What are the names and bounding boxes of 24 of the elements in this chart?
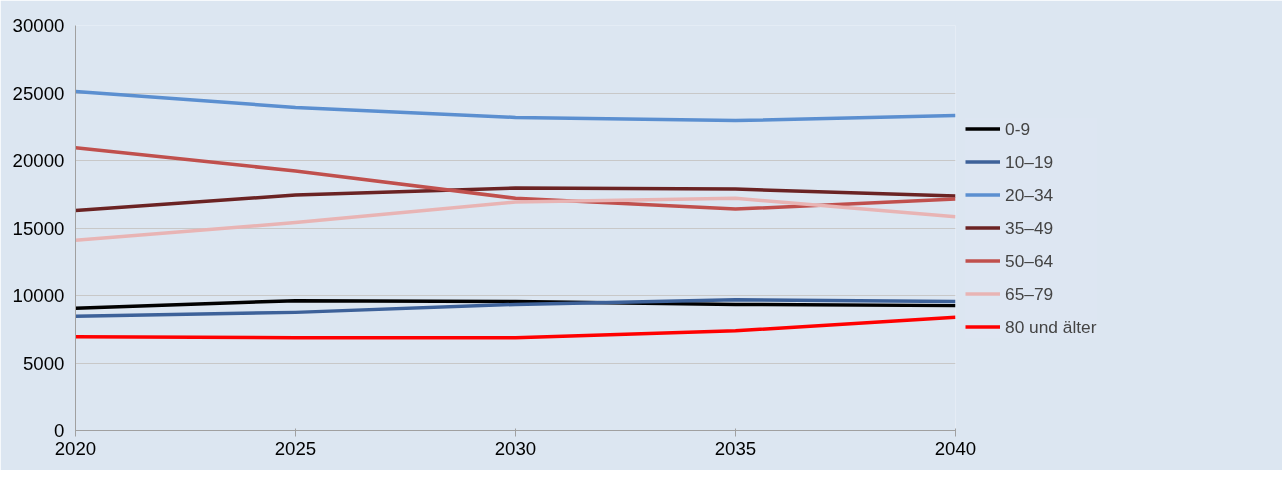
legend-label: 50–64 bbox=[1005, 250, 1054, 271]
line-series bbox=[75, 297, 956, 319]
y-tick-label: 10000 bbox=[12, 285, 65, 306]
legend-label: 20–34 bbox=[1005, 184, 1054, 205]
line-series bbox=[75, 89, 956, 123]
line-series bbox=[75, 298, 956, 311]
line-series bbox=[75, 315, 956, 340]
legend-label: 80 und älter bbox=[1005, 316, 1097, 337]
line-series bbox=[75, 145, 956, 211]
legend-label: 65–79 bbox=[1005, 283, 1054, 304]
legend-label: 35–49 bbox=[1005, 217, 1054, 238]
line-series bbox=[75, 196, 956, 242]
legend-label: 0-9 bbox=[1005, 118, 1031, 139]
y-tick-label: 15000 bbox=[12, 217, 65, 239]
x-tick-label: 2035 bbox=[714, 437, 757, 459]
legend-label: 10–19 bbox=[1005, 151, 1054, 172]
y-tick-label: 25000 bbox=[12, 82, 65, 104]
y-tick-label: 5000 bbox=[23, 352, 65, 374]
x-tick-label: 2030 bbox=[494, 437, 537, 459]
line-series bbox=[75, 186, 956, 213]
y-tick-label: 20000 bbox=[12, 150, 65, 171]
x-tick-label: 2040 bbox=[934, 437, 977, 459]
y-tick-label: 30000 bbox=[12, 15, 65, 36]
x-tick-label: 2025 bbox=[274, 437, 317, 459]
